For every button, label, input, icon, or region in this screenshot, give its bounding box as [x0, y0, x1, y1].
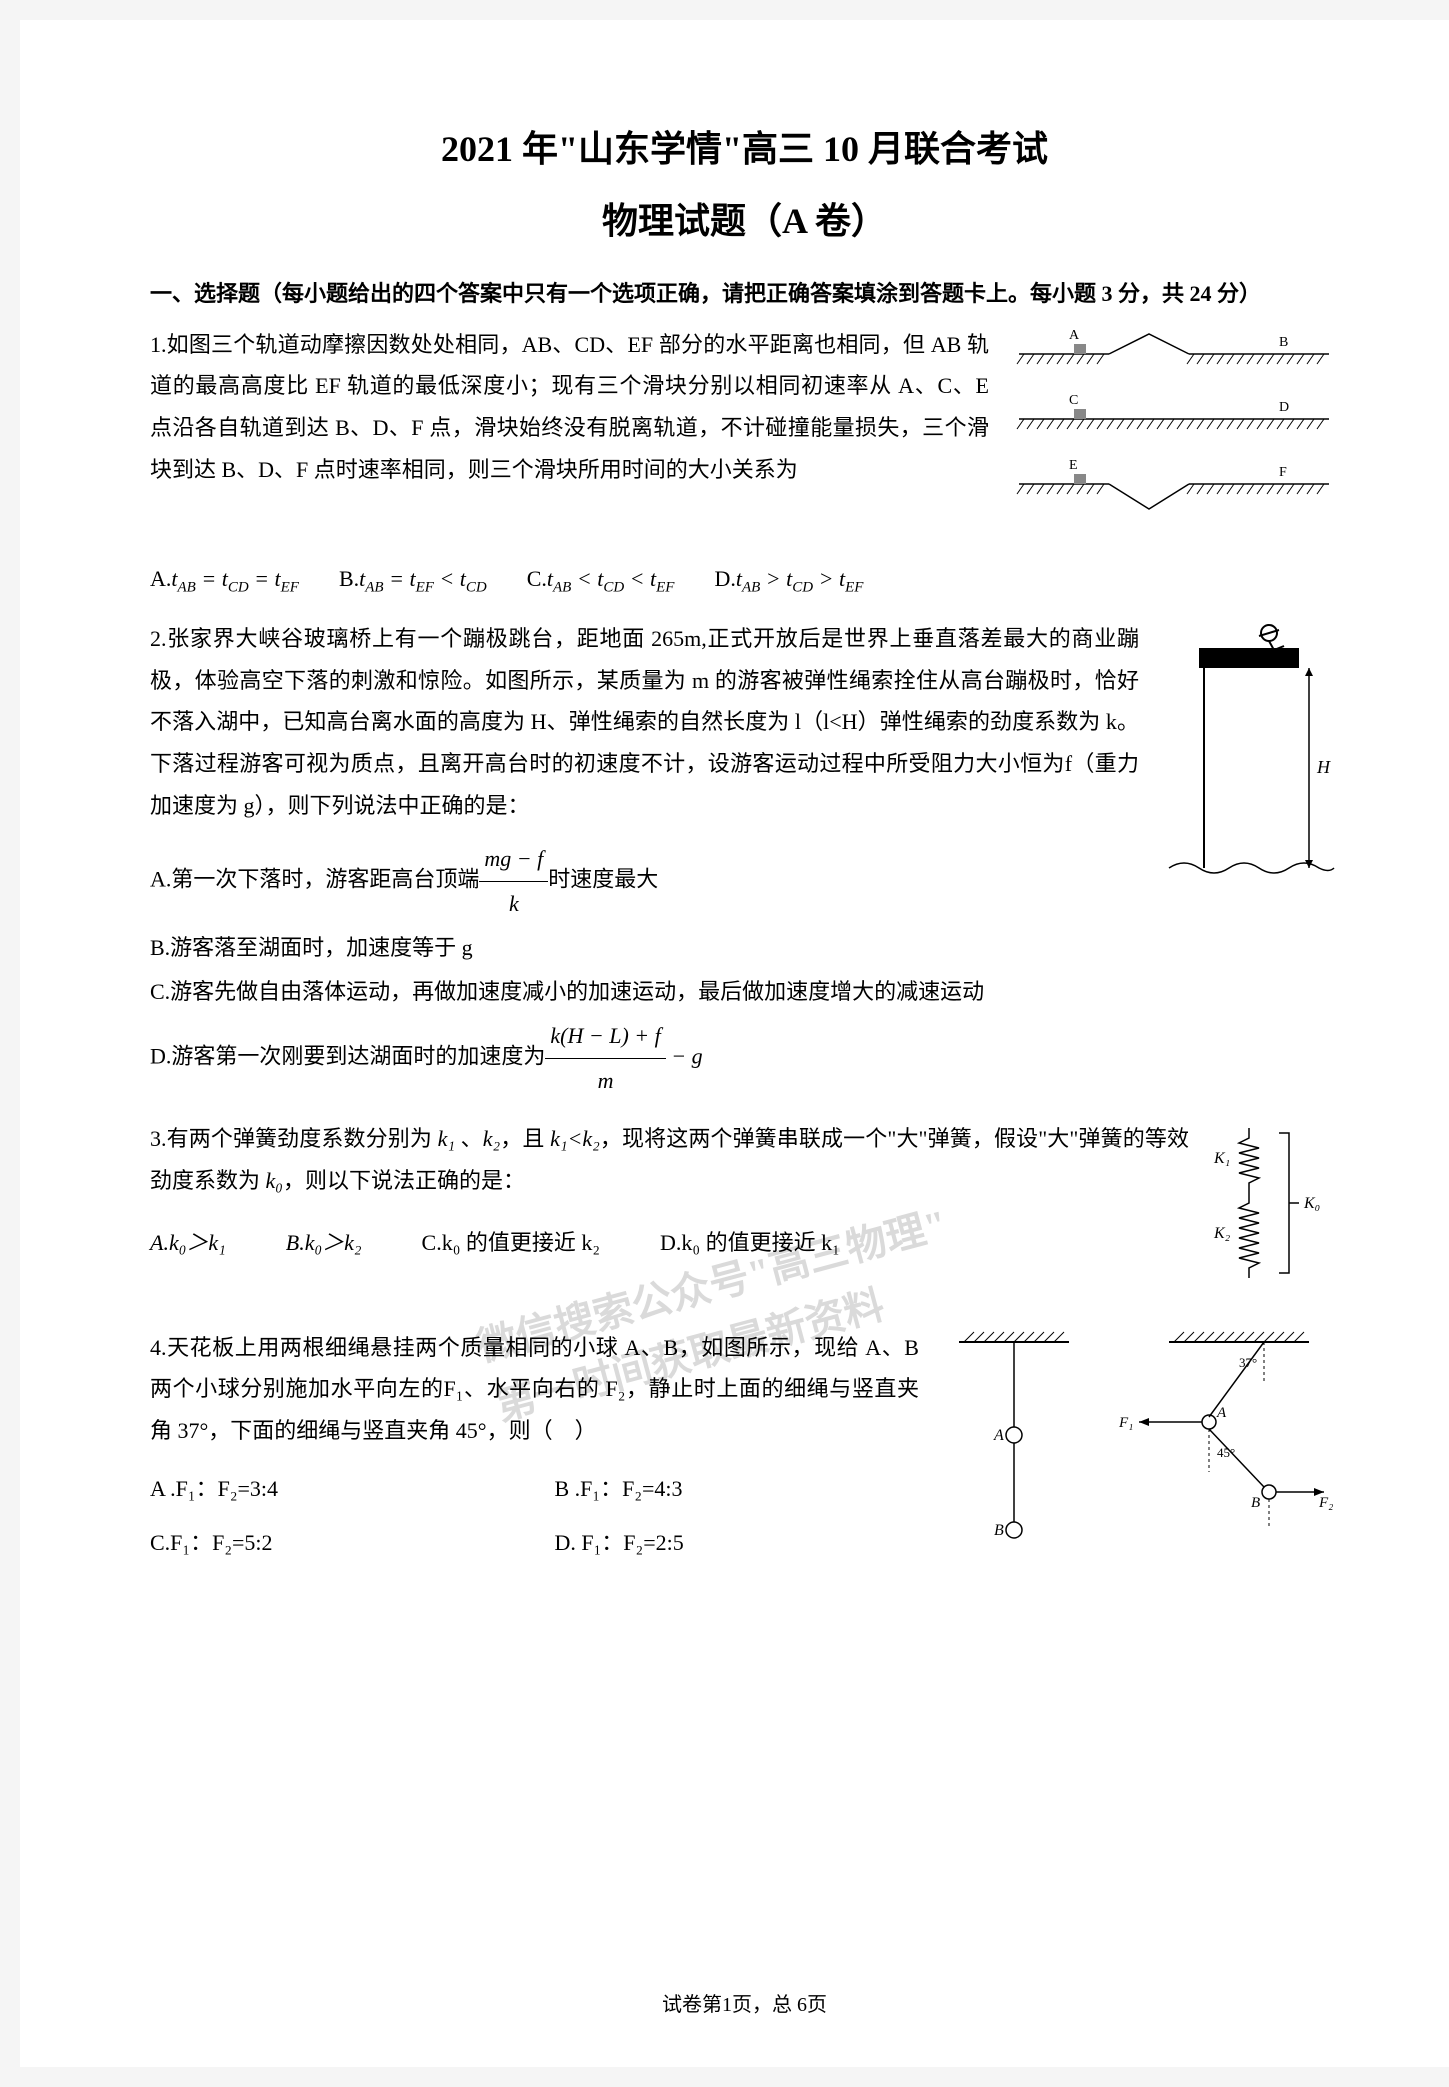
q3-optB: B.k₀＞k₂ — [286, 1221, 362, 1265]
q2-options: A.第一次下落时，游客距高台顶端mg − fk时速度最大 B.游客落至湖面时，加… — [150, 837, 1139, 1103]
svg-text:K₁: K₁ — [1213, 1150, 1230, 1167]
q4-optA: A .F₁：F₂=3:4 — [150, 1467, 515, 1511]
q3-figure: K₁ K₂ K₀ — [1209, 1118, 1339, 1312]
q2-optB: B.游客落至湖面时，加速度等于 g — [150, 926, 1139, 970]
q3-options: A.k₀＞k₁ B.k₀＞k₂ C.k₀ 的值更接近 k₂ D.k₀ 的值更接近… — [150, 1221, 1189, 1265]
q1-optD: D.tAB > tCD > tEF — [714, 557, 863, 602]
svg-text:B: B — [994, 1522, 1004, 1539]
q2-text: 2.张家界大峡谷玻璃桥上有一个蹦极跳台，距地面 265m,正式开放后是世界上垂直… — [150, 618, 1139, 827]
q3-optD: D.k₀ 的值更接近 k₁ — [660, 1221, 840, 1265]
question-4: 4.天花板上用两根细绳悬挂两个质量相同的小球 A、B，如图所示，现给 A、B 两… — [150, 1327, 1339, 1565]
q1-optA: A.tAB = tCD = tEF — [150, 557, 299, 602]
svg-text:37°: 37° — [1239, 1355, 1257, 1370]
q1-figure: A B C D — [1009, 324, 1339, 538]
page-footer: 试卷第1页，总 6页 — [20, 1988, 1449, 2017]
q2-optA: A.第一次下落时，游客距高台顶端mg − fk时速度最大 — [150, 837, 1139, 926]
svg-text:D: D — [1279, 400, 1289, 415]
q2-figure: H — [1159, 618, 1339, 1103]
svg-text:45°: 45° — [1217, 1445, 1235, 1460]
svg-text:A: A — [1216, 1405, 1227, 1421]
svg-text:K₂: K₂ — [1213, 1225, 1231, 1242]
svg-text:B: B — [1279, 335, 1288, 350]
q3-text: 3.有两个弹簧劲度系数分别为 k₁ 、k₂，且 k₁<k₂，现将这两个弹簧串联成… — [150, 1118, 1189, 1202]
svg-text:B: B — [1251, 1495, 1260, 1511]
q4-optB: B .F₁：F₂=4:3 — [555, 1467, 920, 1511]
q4-figure-right: 37° A F₁ 45° B F₂ — [1109, 1327, 1339, 1565]
svg-text:E: E — [1069, 458, 1078, 473]
q1-optB: B.tAB = tEF < tCD — [339, 557, 487, 602]
q1-optC: C.tAB < tCD < tEF — [527, 557, 675, 602]
title-main: 2021 年"山东学情"高三 10 月联合考试 — [150, 120, 1339, 172]
svg-text:A: A — [993, 1427, 1004, 1444]
question-2: 2.张家界大峡谷玻璃桥上有一个蹦极跳台，距地面 265m,正式开放后是世界上垂直… — [150, 618, 1339, 1103]
q3-optC: C.k₀ 的值更接近 k₂ — [422, 1221, 601, 1265]
section-header: 一、选择题（每小题给出的四个答案中只有一个选项正确，请把正确答案填涂到答题卡上。… — [150, 274, 1339, 314]
exam-page: 2021 年"山东学情"高三 10 月联合考试 物理试题（A 卷） 一、选择题（… — [20, 20, 1449, 2067]
svg-text:A: A — [1069, 328, 1080, 343]
svg-text:K₀: K₀ — [1303, 1195, 1320, 1212]
q4-optD: D. F₁：F₂=2:5 — [555, 1521, 920, 1565]
svg-text:F: F — [1279, 465, 1287, 480]
svg-text:C: C — [1069, 393, 1078, 408]
svg-text:H: H — [1316, 757, 1331, 777]
q4-figure-left: A B — [939, 1327, 1089, 1565]
svg-text:F₁: F₁ — [1118, 1415, 1133, 1431]
q1-options: A.tAB = tCD = tEF B.tAB = tEF < tCD C.tA… — [150, 557, 1339, 602]
q4-text: 4.天花板上用两根细绳悬挂两个质量相同的小球 A、B，如图所示，现给 A、B 两… — [150, 1327, 919, 1452]
q2-optD: D.游客第一次刚要到达湖面时的加速度为k(H − L) + fm − g — [150, 1014, 1139, 1103]
svg-text:F₂: F₂ — [1318, 1495, 1333, 1511]
title-sub: 物理试题（A 卷） — [150, 192, 1339, 244]
q4-optC: C.F₁：F₂=5:2 — [150, 1521, 515, 1565]
q2-optC: C.游客先做自由落体运动，再做加速度减小的加速运动，最后做加速度增大的减速运动 — [150, 970, 1139, 1014]
q1-text: 1.如图三个轨道动摩擦因数处处相同，AB、CD、EF 部分的水平距离也相同，但 … — [150, 324, 989, 538]
question-3: 3.有两个弹簧劲度系数分别为 k₁ 、k₂，且 k₁<k₂，现将这两个弹簧串联成… — [150, 1118, 1339, 1312]
question-1: 1.如图三个轨道动摩擦因数处处相同，AB、CD、EF 部分的水平距离也相同，但 … — [150, 324, 1339, 603]
q4-options: A .F₁：F₂=3:4 B .F₁：F₂=4:3 C.F₁：F₂=5:2 D.… — [150, 1467, 919, 1565]
q3-optA: A.k₀＞k₁ — [150, 1221, 226, 1265]
